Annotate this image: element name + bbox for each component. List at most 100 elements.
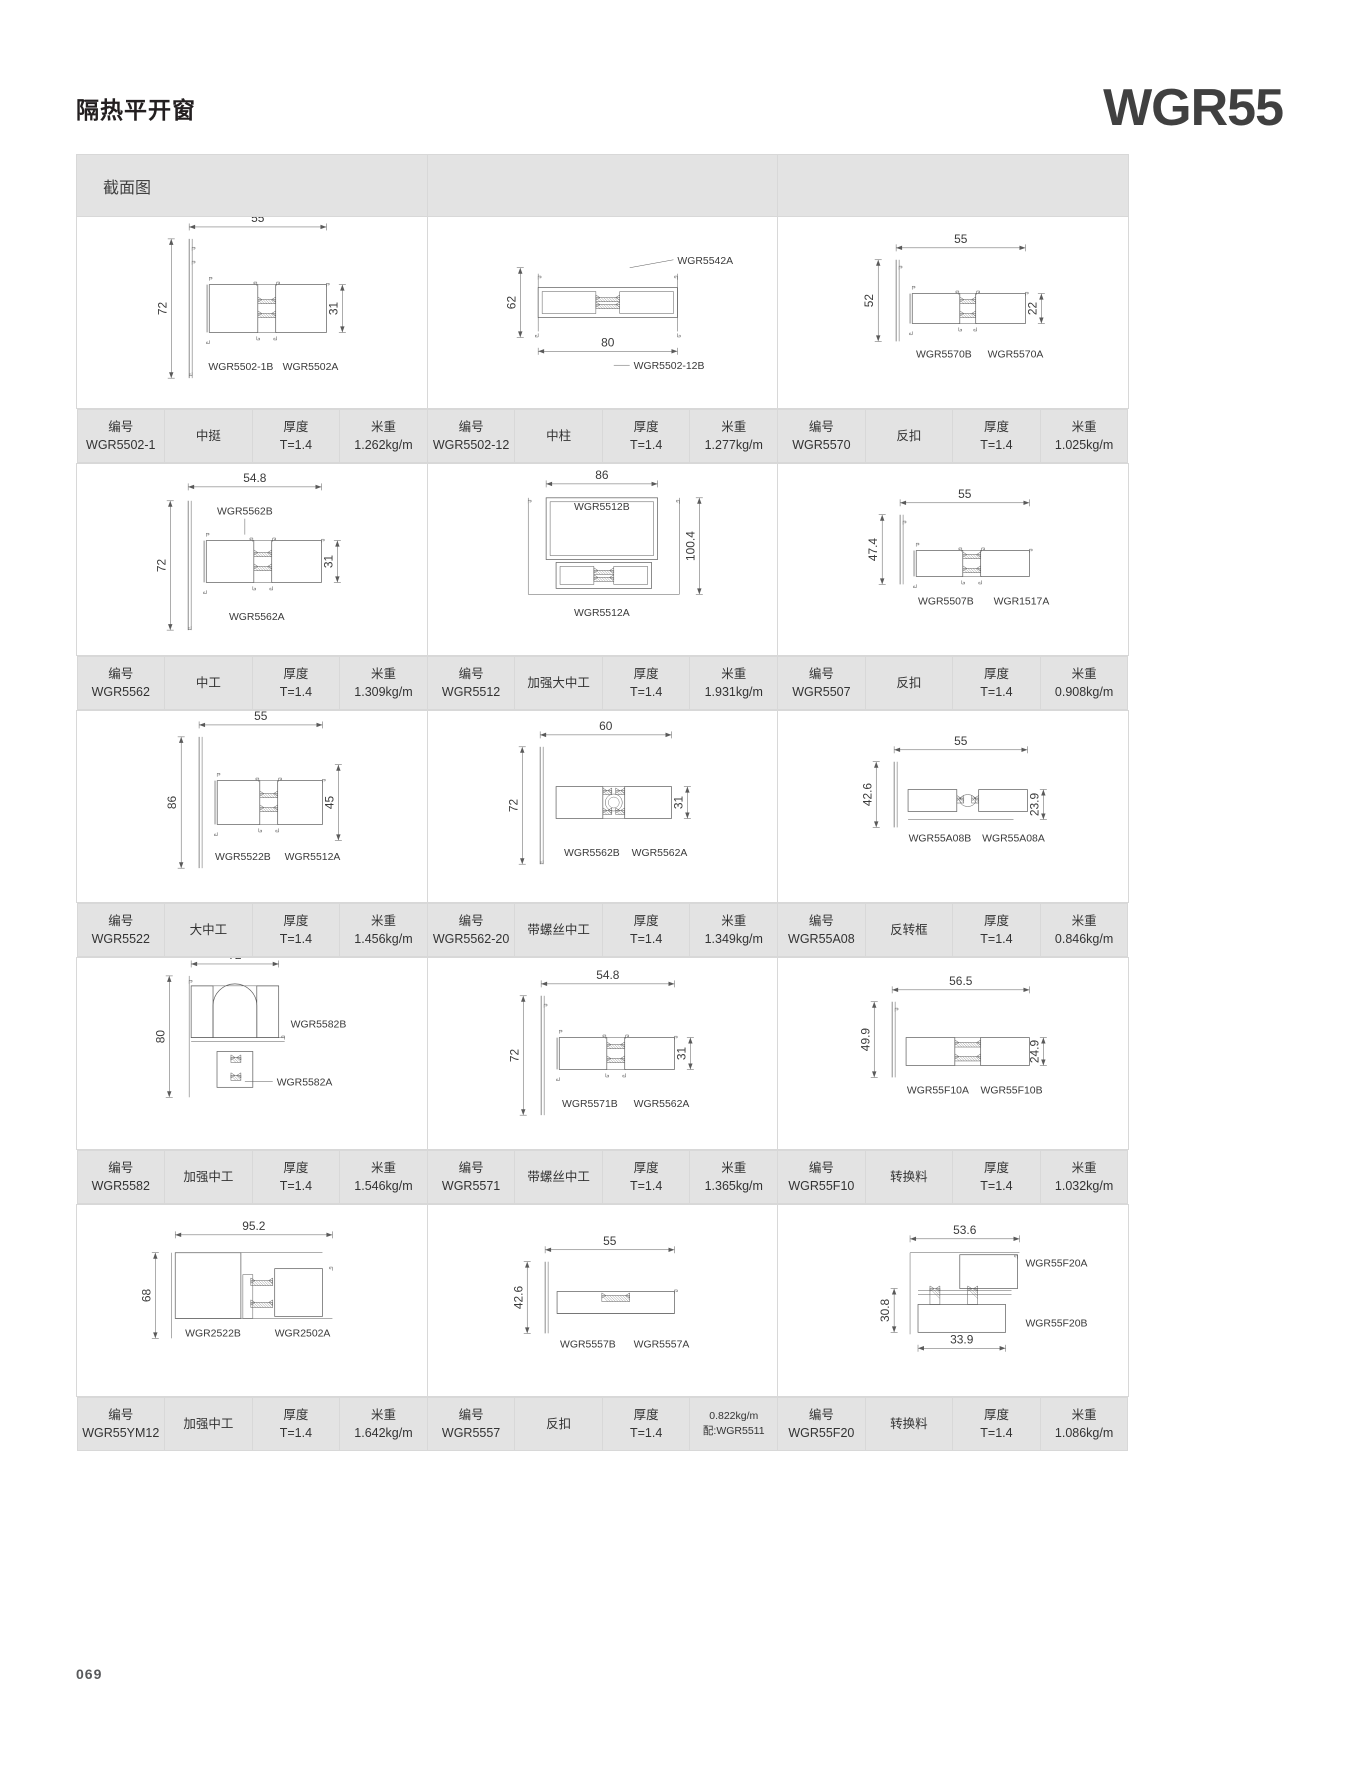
svg-text:WGR5562A: WGR5562A: [631, 848, 687, 859]
profile-drawing-cell: 53.6 30.8 33.9 WGR55F20A WGR55F20B: [777, 1204, 1129, 1397]
spec-name: 中柱: [514, 409, 603, 463]
spec-weight: 米重 1.365kg/m: [689, 1150, 779, 1204]
svg-text:55: 55: [254, 711, 268, 723]
svg-text:49.9: 49.9: [859, 1028, 873, 1052]
spec-name: 加强中工: [164, 1397, 253, 1451]
spec-code: 编号 WGR5562-20: [426, 903, 516, 957]
spec-thickness-value: T=1.4: [630, 1179, 663, 1193]
spec-thickness-value: T=1.4: [279, 932, 313, 946]
spec-weight-value: 1.931kg/m: [704, 685, 763, 699]
spec-name: 反扣: [864, 656, 954, 710]
spec-code-value: WGR5582: [91, 1179, 150, 1193]
spec-weight-value: 1.349kg/m: [704, 932, 763, 946]
spec-weight-label: 米重: [721, 419, 747, 434]
spec-name-value: 加强大中工: [527, 676, 590, 690]
spec-weight-label: 米重: [1071, 419, 1097, 434]
spec-name: 大中工: [164, 903, 253, 957]
profile-drawing-row: 95.2 68 WGR2522B WGR2502A 55 42.6 WGR5557B WGR5…: [76, 1204, 1129, 1397]
svg-text:WGR55F10A: WGR55F10A: [907, 1085, 969, 1096]
svg-text:55: 55: [958, 487, 972, 501]
spec-weight-label: 米重: [721, 1160, 747, 1175]
spec-name: 中工: [164, 656, 253, 710]
spec-code-label: 编号: [108, 419, 134, 434]
profile-drawing-row: 55 72 31 WGR5502-1B WGR5502A 62 80 WGR5542A WGR5…: [76, 216, 1129, 409]
cross-section-diagram: 55 42.6 WGR5557B WGR5557A: [428, 1205, 778, 1396]
spec-thickness-label: 厚度: [983, 1407, 1009, 1422]
profile-drawing-cell: 55 47.4 WGR5507B WGR1517A: [777, 463, 1129, 656]
spec-weight-value: 0.846kg/m: [1054, 932, 1114, 946]
svg-text:54.8: 54.8: [243, 471, 267, 485]
svg-text:45: 45: [322, 796, 336, 810]
spec-code: 编号 WGR5571: [426, 1150, 516, 1204]
spec-name-value: 反扣: [896, 676, 922, 690]
profile-drawing-row: 54.8 72 31 WGR5562B WGR5562A 86 100.4 WGR5512B W…: [76, 463, 1129, 656]
spec-code: 编号 WGR5507: [777, 656, 866, 710]
spec-weight: 米重 1.032kg/m: [1039, 1150, 1129, 1204]
profile-drawing-cell: 72 80 WGR5582B WGR5582A: [76, 957, 428, 1150]
spec-weight: 米重 0.908kg/m: [1039, 656, 1129, 710]
svg-text:56.5: 56.5: [949, 974, 973, 988]
profile-drawing-cell: 54.8 72 31 WGR5571B WGR5562A: [426, 957, 779, 1150]
svg-text:52: 52: [863, 294, 877, 308]
spec-code: 编号 WGR55A08: [777, 903, 866, 957]
spec-thickness-label: 厚度: [983, 666, 1009, 681]
spec-name: 中挺: [164, 409, 253, 463]
svg-text:47.4: 47.4: [867, 538, 881, 562]
svg-text:55: 55: [603, 1234, 617, 1248]
spec-weight-value: 1.546kg/m: [354, 1179, 413, 1193]
svg-text:42.6: 42.6: [861, 783, 875, 807]
series-code: WGR55: [1103, 79, 1284, 137]
profile-drawing-cell: 60 72 31 WGR5562B WGR5562A: [426, 710, 779, 903]
svg-text:24.9: 24.9: [1028, 1040, 1042, 1064]
spec-thickness-value: T=1.4: [980, 685, 1013, 699]
spec-thickness: 厚度 T=1.4: [601, 1397, 691, 1451]
spec-code: 编号 WGR5502-1: [76, 409, 166, 463]
spec-code-value: WGR5507: [792, 685, 851, 699]
spec-thickness: 厚度 T=1.4: [952, 1150, 1041, 1204]
spec-thickness-label: 厚度: [983, 913, 1009, 928]
spec-code: 编号 WGR5557: [426, 1397, 516, 1451]
spec-weight: 米重 0.846kg/m: [1039, 903, 1129, 957]
profile-spec-row: 编号 WGR55YM12 加强中工 厚度 T=1.4 米重 1.642kg/m 编号 WGR55…: [76, 1397, 1129, 1451]
spec-thickness-label: 厚度: [633, 419, 659, 434]
profile-spec-row: 编号 WGR5522 大中工 厚度 T=1.4 米重 1.456kg/m 编号 WGR5562-…: [76, 903, 1129, 958]
profile-drawing-cell: 95.2 68 WGR2522B WGR2502A: [76, 1204, 428, 1397]
svg-text:33.9: 33.9: [950, 1332, 974, 1346]
svg-text:86: 86: [595, 468, 609, 482]
spec-code-value: WGR55F10: [788, 1179, 855, 1193]
svg-text:100.4: 100.4: [683, 531, 697, 561]
spec-weight-label: 米重: [370, 666, 396, 681]
spec-weight-label: 米重: [721, 913, 747, 928]
spec-code-label: 编号: [808, 1407, 834, 1422]
spec-weight-label: 0.822kg/m: [709, 1410, 759, 1423]
spec-code: 编号 WGR55F20: [777, 1397, 866, 1451]
svg-text:WGR55F10B: WGR55F10B: [981, 1085, 1043, 1096]
svg-text:72: 72: [506, 799, 520, 813]
spec-weight-value: 配:WGR5511: [702, 1425, 765, 1437]
profile-drawing-cell: 55 86 45 WGR5522B WGR5512A: [76, 710, 428, 903]
svg-text:80: 80: [153, 1030, 167, 1044]
spec-code-label: 编号: [458, 1160, 484, 1175]
spec-weight-label: 米重: [1071, 1160, 1097, 1175]
spec-thickness-value: T=1.4: [279, 1426, 313, 1440]
spec-weight: 米重 1.309kg/m: [339, 656, 428, 710]
spec-code: 编号 WGR5562: [76, 656, 166, 710]
svg-text:WGR5512A: WGR5512A: [574, 608, 630, 619]
spec-name-value: 大中工: [189, 923, 228, 937]
spec-code-value: WGR55F20: [788, 1426, 855, 1440]
svg-text:95.2: 95.2: [242, 1219, 266, 1233]
spec-thickness-label: 厚度: [633, 1407, 659, 1422]
spec-weight: 米重 1.546kg/m: [339, 1150, 428, 1204]
spec-name: 加强中工: [164, 1150, 253, 1204]
svg-text:WGR5557A: WGR5557A: [633, 1339, 689, 1350]
profile-drawing-cell: 55 42.6 WGR5557B WGR5557A: [426, 1204, 779, 1397]
svg-text:WGR5512B: WGR5512B: [574, 502, 630, 513]
cross-section-diagram: 86 100.4 WGR5512B WGR5512A: [428, 464, 778, 655]
profile-drawing-cell: 86 100.4 WGR5512B WGR5512A: [426, 463, 779, 656]
svg-text:WGR55F20A: WGR55F20A: [1026, 1259, 1088, 1270]
cross-section-diagram: 62 80 WGR5542A WGR5502-12B: [428, 217, 778, 408]
spec-thickness-label: 厚度: [633, 913, 659, 928]
svg-text:31: 31: [321, 554, 335, 568]
section-title-cell: 截面图: [76, 154, 428, 217]
page-header: 隔热平开窗 WGR55: [76, 78, 1284, 138]
